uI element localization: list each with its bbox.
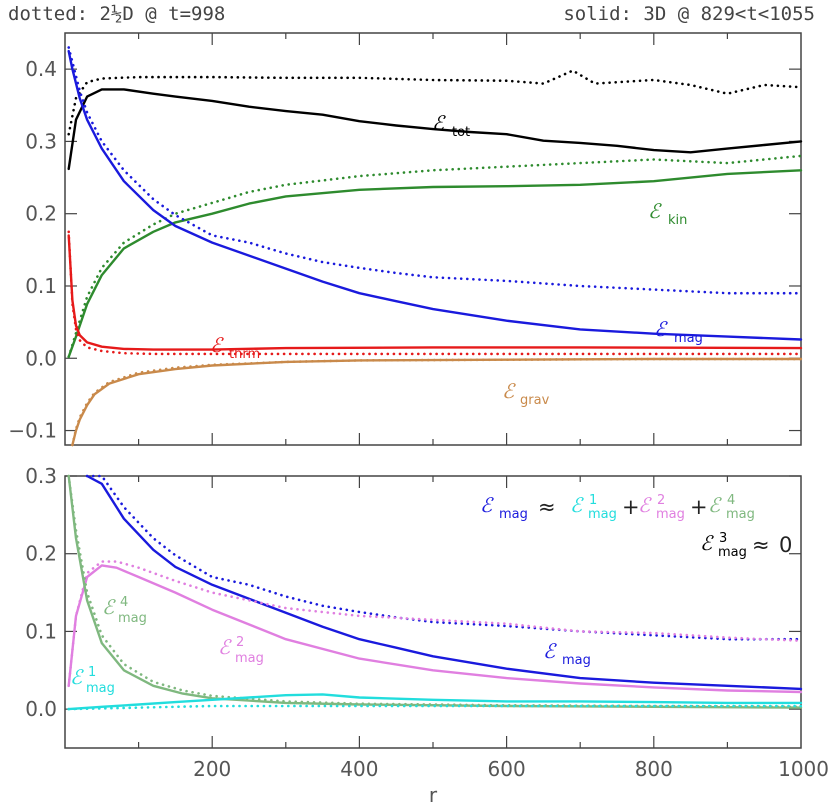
label-e-kin-main: ℰ — [648, 199, 662, 223]
top-panel: 0.4 0.3 0.2 0.1 0.0 −0.1 ℰ tot ℰ kin ℰ thrm ℰ… — [8, 32, 803, 447]
eq-term1: ℰ — [570, 493, 584, 517]
bottom-panel: 0.3 0.2 0.1 0.0 200 400 600 800 1000 ℰ 4 mag ℰ 2… — [25, 464, 829, 781]
label-e-tot-main: ℰ — [432, 111, 446, 135]
top-ytick-label: 0.0 — [25, 346, 57, 370]
label-e-mag4-main: ℰ — [102, 595, 116, 619]
top-series-e-kin-2-5d — [67, 154, 803, 359]
xtick-label: 600 — [488, 757, 526, 781]
top-series-e-kin — [67, 169, 803, 358]
bottom-ytick-label: 0.0 — [25, 697, 57, 721]
eq-term1-sup: 1 — [589, 493, 597, 508]
label-e-mag1-sub: mag — [86, 681, 115, 696]
eq-approx: ≈ — [538, 495, 556, 519]
label-e-mag2-main: ℰ — [218, 635, 232, 659]
eq-term4-sup: 4 — [727, 493, 735, 508]
top-series-e-grav-2-5d — [71, 357, 803, 447]
bottom-ticks: 0.3 0.2 0.1 0.0 200 400 600 800 1000 — [25, 464, 829, 781]
eq2-approx: ≈ — [752, 533, 770, 557]
top-series-e-thrm — [67, 234, 803, 351]
top-ytick-label: 0.3 — [25, 129, 57, 153]
bottom-ytick-label: 0.2 — [25, 542, 57, 566]
eq2-sup: 3 — [719, 531, 727, 546]
bottom-series-e-mag-2-2-5d — [67, 560, 803, 688]
label-e-kin: ℰ kin — [648, 199, 687, 228]
label-e-thrm-sub: thrm — [229, 347, 260, 362]
top-series-e-tot-2-5d — [67, 69, 803, 136]
label-e-mag-bottom-main: ℰ — [543, 639, 557, 663]
bottom-ytick-label: 0.1 — [25, 619, 57, 643]
top-ticks: 0.4 0.3 0.2 0.1 0.0 −0.1 — [8, 33, 801, 445]
xtick-label: 400 — [340, 757, 378, 781]
label-e-mag-bottom-sub: mag — [562, 653, 591, 668]
eq-term4-sub: mag — [726, 507, 755, 522]
bottom-series-e-mag-1-2-5d — [67, 704, 803, 711]
eq-term2-sub: mag — [656, 507, 685, 522]
bottom-series-e-mag-2-5d — [85, 474, 803, 641]
label-e-mag1-sup: 1 — [88, 665, 96, 680]
label-e-grav-sub: grav — [520, 393, 550, 408]
top-ytick-label: 0.4 — [25, 57, 57, 81]
label-e-mag1: ℰ 1 mag — [70, 665, 115, 696]
eq2-sub: mag — [718, 545, 747, 560]
header-right: solid: 3D @ 829<t<1055 — [563, 3, 815, 25]
eq-lhs: ℰ — [480, 493, 494, 517]
header-left: dotted: 2½D @ t=998 — [8, 3, 225, 25]
bottom-series-e-mag-2 — [67, 564, 803, 694]
xtick-label: 800 — [635, 757, 673, 781]
eq2-zero: 0 — [779, 533, 792, 557]
label-e-mag-top-sub: mag — [674, 331, 703, 346]
eq-term2-sup: 2 — [657, 493, 665, 508]
top-panel-frame — [64, 32, 802, 446]
label-e-mag2-sub: mag — [235, 651, 264, 666]
xtick-label: 200 — [193, 757, 231, 781]
label-e-tot-sub: tot — [452, 125, 470, 140]
bottom-series-e-mag-1 — [67, 693, 803, 711]
top-series — [67, 46, 803, 447]
label-e-mag-top: ℰ mag — [654, 317, 703, 346]
eq-plus-1: + — [622, 495, 640, 519]
eq-plus-2: + — [690, 495, 708, 519]
top-ytick-label: 0.2 — [25, 202, 57, 226]
bottom-series-e-mag — [85, 474, 803, 691]
x-axis-label: r — [429, 783, 438, 806]
top-series-e-mag-2-5d — [67, 46, 803, 295]
eq-lhs-sub: mag — [499, 507, 528, 522]
top-series-e-mag — [67, 49, 803, 341]
eq-term2: ℰ — [638, 493, 652, 517]
label-e-mag1-main: ℰ — [70, 665, 84, 689]
label-e-grav-main: ℰ — [502, 379, 516, 403]
label-e-mag2-sup: 2 — [236, 635, 244, 650]
eq-term4: ℰ — [708, 493, 722, 517]
eq-term1-sub: mag — [588, 507, 617, 522]
label-e-thrm: ℰ thrm — [210, 333, 260, 362]
label-e-mag4-sub: mag — [118, 611, 147, 626]
bottom-ytick-label: 0.3 — [25, 464, 57, 488]
label-e-mag4: ℰ 4 mag — [102, 595, 147, 626]
eq2-lhs: ℰ — [700, 531, 714, 555]
label-e-kin-sub: kin — [668, 213, 687, 228]
label-e-mag2: ℰ 2 mag — [218, 635, 264, 666]
label-e-mag-top-main: ℰ — [654, 317, 668, 341]
top-series-e-tot — [67, 88, 803, 171]
equation-mag3-zero: ℰ 3 mag ≈ 0 — [700, 531, 792, 560]
bottom-series — [67, 474, 803, 711]
xtick-label: 1000 — [778, 757, 829, 781]
label-e-mag4-sup: 4 — [120, 595, 128, 610]
label-e-tot: ℰ tot — [432, 111, 470, 140]
label-e-thrm-main: ℰ — [210, 333, 224, 357]
top-series-e-grav — [71, 357, 803, 447]
equation-decomposition: ℰ mag ≈ ℰ 1 mag + ℰ 2 mag + ℰ 4 mag — [480, 493, 755, 522]
top-series-e-thrm-2-5d — [67, 230, 803, 356]
top-ytick-label: 0.1 — [25, 274, 57, 298]
label-e-grav: ℰ grav — [502, 379, 550, 408]
top-ytick-label: −0.1 — [8, 419, 57, 443]
label-e-mag-bottom: ℰ mag — [543, 639, 591, 668]
